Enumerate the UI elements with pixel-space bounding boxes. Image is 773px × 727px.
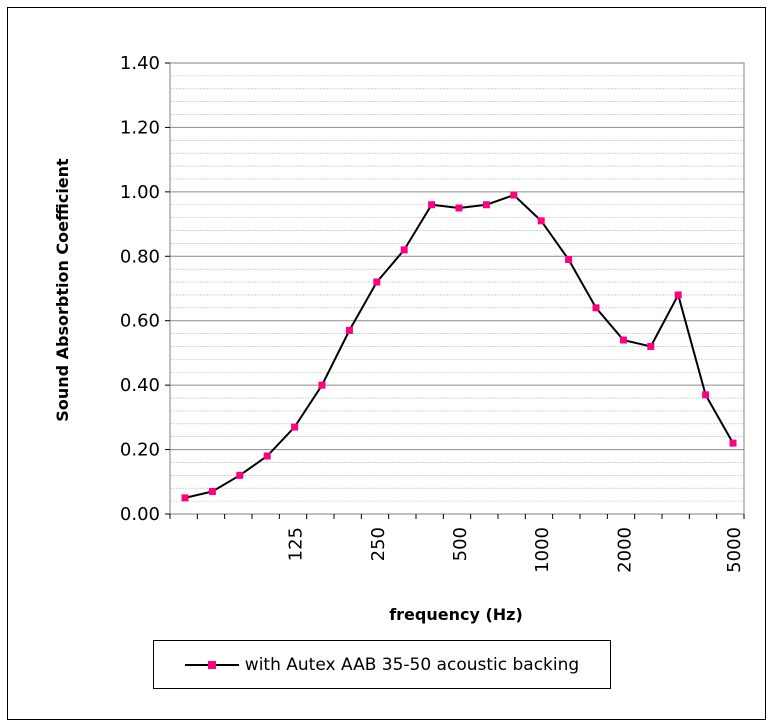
- x-tick-label: 250: [368, 527, 389, 561]
- y-tick-label: 0.40: [120, 375, 160, 396]
- y-tick-label: 0.80: [120, 246, 160, 267]
- data-point: [729, 439, 737, 447]
- data-point: [482, 201, 490, 209]
- y-axis-title: Sound Absorbtion Coefficient: [53, 158, 72, 422]
- data-point: [565, 256, 573, 264]
- data-point: [592, 304, 600, 312]
- plot-area: [169, 62, 745, 515]
- legend-swatch: [184, 658, 239, 672]
- data-point: [208, 487, 216, 495]
- y-tick-label: 1.00: [120, 182, 160, 203]
- data-point: [619, 336, 627, 344]
- x-tick-label: 5000: [724, 527, 745, 573]
- data-point: [647, 342, 655, 350]
- data-point: [236, 471, 244, 479]
- data-point: [455, 204, 463, 212]
- chart-frame: [7, 7, 766, 720]
- data-point: [291, 423, 299, 431]
- grid-lines: [170, 75, 744, 502]
- data-point: [181, 494, 189, 502]
- data-point: [263, 452, 271, 460]
- data-point: [702, 391, 710, 399]
- x-tick-label: 1000: [532, 527, 553, 573]
- series-layer: [181, 191, 737, 502]
- y-tick-label: 1.40: [120, 53, 160, 74]
- data-point: [345, 326, 353, 334]
- data-point: [318, 381, 326, 389]
- data-point: [428, 201, 436, 209]
- legend-label: with Autex AAB 35-50 acoustic backing: [244, 654, 580, 675]
- y-tick-label: 0.60: [120, 311, 160, 332]
- data-point: [537, 217, 545, 225]
- y-tick-label: 0.20: [120, 440, 160, 461]
- x-tick-label: 2000: [614, 527, 635, 573]
- data-point: [674, 291, 682, 299]
- x-axis-title: frequency (Hz): [389, 605, 523, 624]
- y-tick-label: 0.00: [120, 504, 160, 525]
- x-axis-ticks: 125 250 500 1000 2000 5000: [169, 514, 745, 573]
- y-axis-ticks: 0.00 0.20 0.40 0.60 0.80 1.00 1.20 1.40: [120, 53, 170, 525]
- x-tick-label: 500: [450, 527, 471, 561]
- data-point: [373, 278, 381, 286]
- data-point: [510, 191, 518, 199]
- data-point: [400, 246, 408, 254]
- legend: with Autex AAB 35-50 acoustic backing: [153, 640, 611, 689]
- x-tick-label: 125: [286, 527, 307, 561]
- y-tick-label: 1.20: [120, 117, 160, 138]
